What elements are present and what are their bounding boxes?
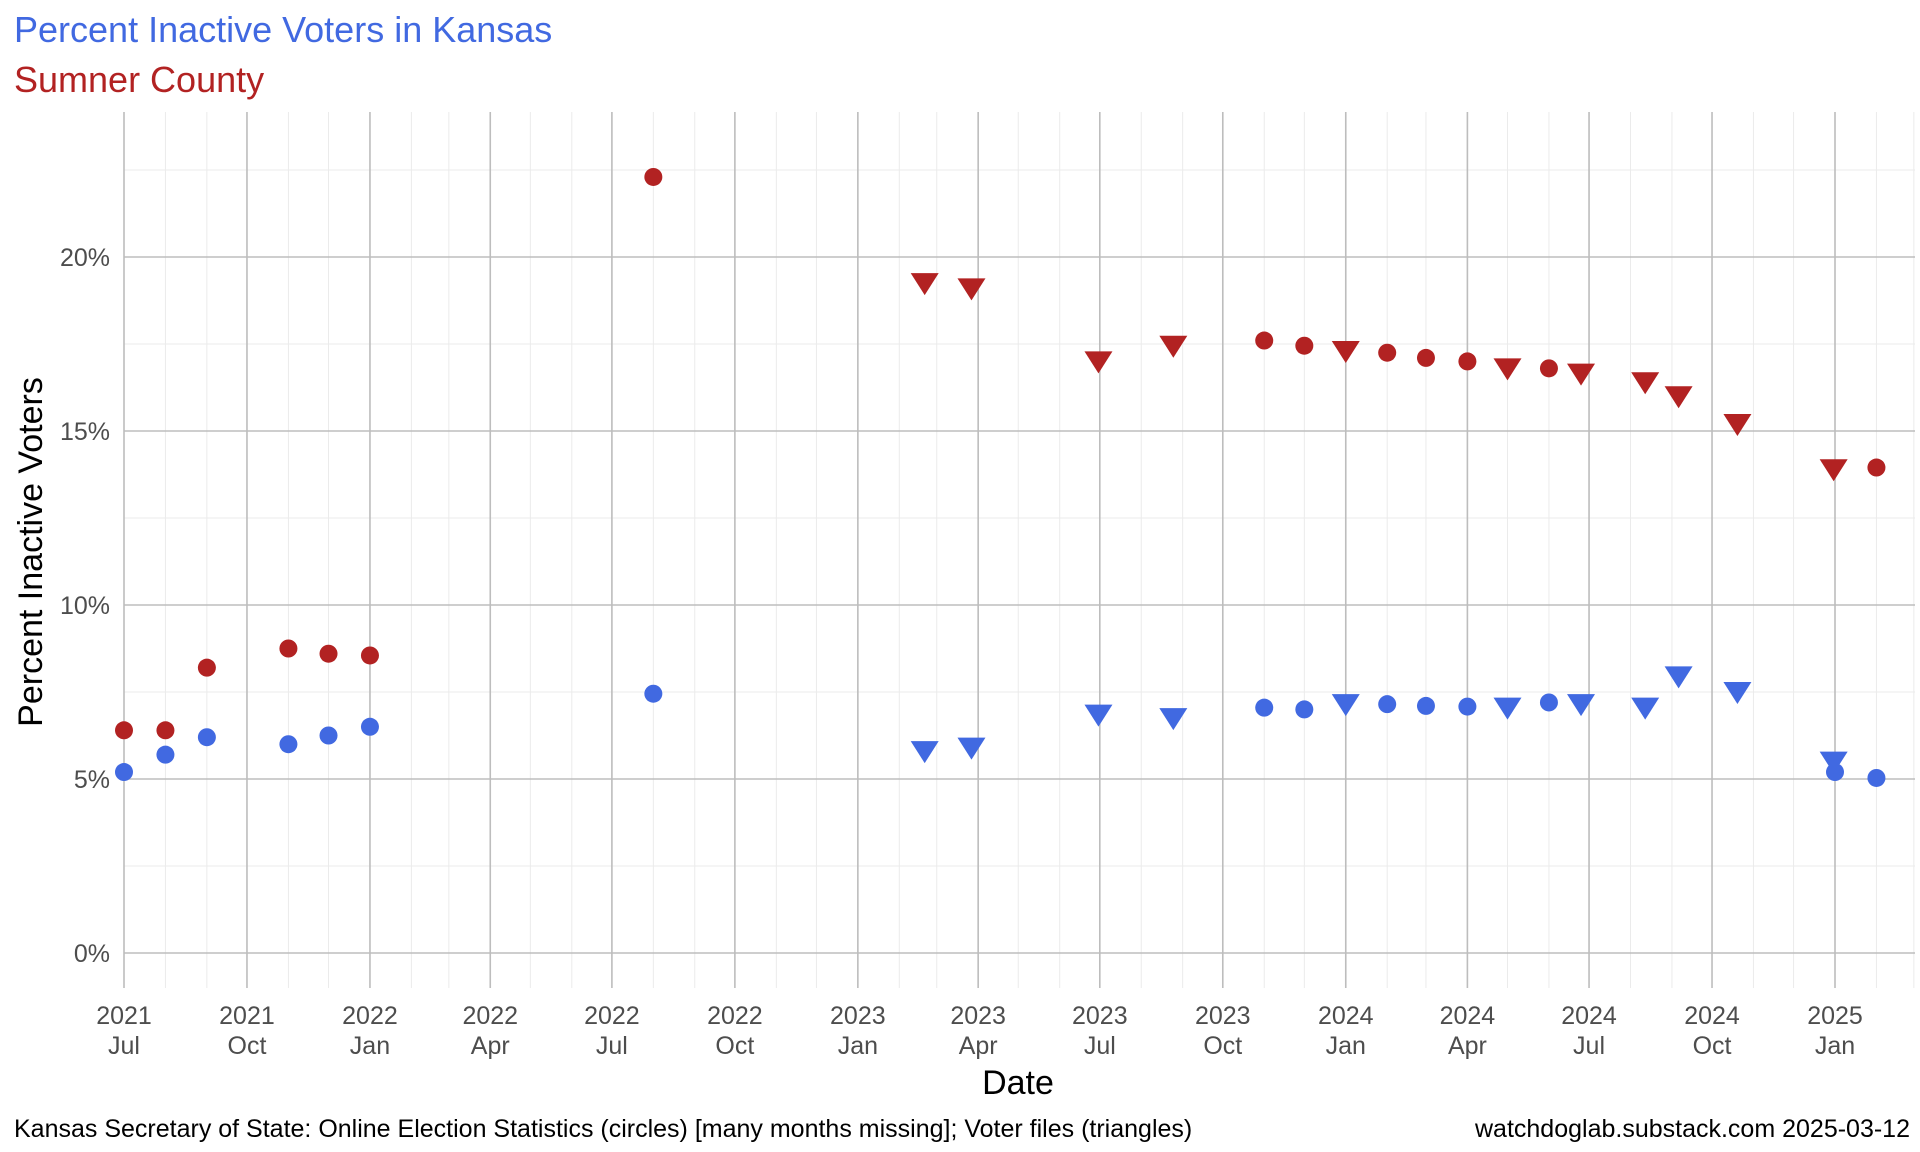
data-point-circle [156,745,175,764]
data-point-circle [1416,696,1435,715]
x-tick-label-month: Jan [838,1032,878,1060]
tick-labels: 0%5%10%15%20%2021Jul2021Oct2022Jan2022Ap… [60,244,1863,1060]
data-point-circle [1458,352,1477,371]
x-tick-label-year: 2022 [462,1002,518,1030]
x-axis-title: Date [982,1064,1054,1102]
data-point-triangle [957,278,986,301]
data-point-circle [1416,348,1435,367]
x-tick-label-year: 2025 [1807,1002,1863,1030]
data-point-circle [1458,697,1477,716]
data-point-triangle [1723,414,1752,437]
x-tick-label-year: 2024 [1684,1002,1740,1030]
data-point-triangle [1493,358,1522,381]
x-tick-label-year: 2022 [584,1002,640,1030]
caption-credit: watchdoglab.substack.com 2025-03-12 [1474,1115,1910,1143]
y-tick-label: 15% [60,418,110,446]
data-point-circle [1378,695,1397,714]
data-points [115,167,1886,787]
x-tick-label-month: Jan [350,1032,390,1060]
x-tick-label-year: 2024 [1561,1002,1617,1030]
data-point-triangle [910,741,939,764]
x-tick-label-year: 2023 [1195,1002,1251,1030]
x-tick-label-month: Jul [108,1032,140,1060]
data-point-circle [115,763,133,782]
data-point-triangle [1567,363,1596,386]
data-point-triangle [1084,351,1113,374]
x-tick-label-year: 2023 [1072,1002,1128,1030]
x-tick-label-month: Apr [471,1032,510,1060]
chart-subtitle: Sumner County [14,59,264,100]
x-tick-label-month: Oct [228,1032,267,1060]
data-point-triangle [1493,697,1522,720]
x-tick-label-year: 2022 [707,1002,763,1030]
data-point-triangle [1331,694,1360,717]
data-point-triangle [1567,694,1596,717]
data-point-triangle [1159,708,1188,731]
x-tick-label-month: Jan [1815,1032,1855,1060]
data-point-triangle [1664,386,1693,409]
x-tick-label-month: Jul [596,1032,628,1060]
data-point-circle [1539,693,1558,712]
y-tick-label: 0% [74,940,110,968]
data-point-triangle [1631,697,1660,720]
data-point-circle [360,717,379,736]
x-tick-label-month: Jan [1326,1032,1366,1060]
caption-source: Kansas Secretary of State: Online Electi… [14,1115,1192,1143]
x-tick-label-month: Apr [959,1032,998,1060]
data-point-circle [1295,336,1314,355]
data-point-triangle [957,737,986,760]
data-point-circle [115,721,133,740]
data-point-circle [644,684,663,703]
data-point-triangle [1723,682,1752,704]
data-point-circle [197,728,216,747]
x-tick-label-year: 2021 [219,1002,275,1030]
y-tick-label: 10% [60,592,110,620]
data-point-circle [197,658,216,677]
x-tick-label-year: 2021 [96,1002,152,1030]
data-point-circle [1255,331,1274,350]
x-tick-label-month: Jul [1084,1032,1116,1060]
x-tick-label-month: Apr [1448,1032,1487,1060]
data-point-circle [279,735,298,754]
data-point-triangle [1084,704,1113,727]
data-point-circle [644,167,663,186]
data-point-circle [319,726,338,745]
data-point-circle [319,644,338,663]
y-tick-label: 5% [74,766,110,794]
x-tick-label-year: 2023 [830,1002,886,1030]
data-point-circle [156,721,175,740]
y-axis-title: Percent Inactive Voters [12,377,50,727]
data-point-triangle [1819,459,1848,482]
chart-title: Percent Inactive Voters in Kansas [14,9,552,50]
data-point-triangle [1819,751,1848,774]
x-tick-label-month: Oct [1693,1032,1732,1060]
data-point-triangle [1631,372,1660,395]
x-tick-label-year: 2024 [1440,1002,1496,1030]
data-point-triangle [1159,335,1188,358]
data-point-circle [1378,343,1397,362]
x-tick-label-month: Oct [715,1032,754,1060]
x-tick-label-month: Oct [1203,1032,1242,1060]
x-tick-label-year: 2023 [950,1002,1006,1030]
data-point-circle [1867,768,1886,787]
data-point-circle [1295,700,1314,719]
data-point-circle [1539,359,1558,378]
data-point-circle [279,639,298,658]
x-tick-label-month: Jul [1573,1032,1605,1060]
data-point-circle [360,646,379,665]
data-point-circle [1255,698,1274,717]
data-point-circle [1867,458,1886,477]
data-point-triangle [1664,666,1693,689]
x-tick-label-year: 2022 [342,1002,398,1030]
x-tick-label-year: 2024 [1318,1002,1374,1030]
data-point-triangle [1331,340,1360,363]
data-point-triangle [910,273,939,296]
y-tick-label: 20% [60,244,110,272]
grid-layer [123,112,1915,988]
